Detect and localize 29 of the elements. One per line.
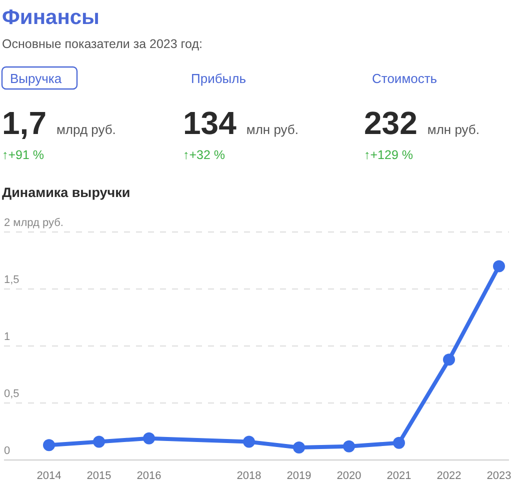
x-tick-label: 2022 bbox=[436, 470, 462, 482]
text: 134 bbox=[183, 105, 237, 141]
x-tick-label: 2023 bbox=[486, 470, 512, 482]
x-tick-label: 2019 bbox=[286, 470, 312, 482]
x-tick-label: 2016 bbox=[136, 470, 162, 482]
x-tick-label: 2018 bbox=[236, 470, 262, 482]
y-tick-label: 1,5 bbox=[4, 274, 20, 286]
x-tick-label: 2021 bbox=[386, 470, 412, 482]
text: Финансы bbox=[2, 6, 100, 29]
text: ↑+32 % bbox=[183, 148, 226, 162]
text: 1,7 bbox=[2, 105, 46, 141]
text: млн руб. bbox=[246, 122, 298, 137]
text: Стоимость bbox=[372, 71, 438, 86]
text: млрд руб. bbox=[56, 122, 116, 137]
y-tick-label: 0 bbox=[4, 445, 10, 457]
x-tick-label: 2014 bbox=[36, 470, 62, 482]
text: Прибыль bbox=[191, 71, 246, 86]
text: ↑+129 % bbox=[364, 148, 413, 162]
y-tick-label: 1 bbox=[4, 331, 10, 343]
chart-title: Динамика выручки bbox=[2, 185, 130, 200]
text: Основные показатели за 2023 год: bbox=[2, 37, 203, 51]
text: ↑+91 % bbox=[2, 148, 44, 162]
text: Выручка bbox=[10, 71, 62, 86]
text: 232 bbox=[364, 105, 418, 141]
y-tick-label: 2 млрд руб. bbox=[4, 217, 64, 229]
x-tick-label: 2015 bbox=[86, 470, 112, 482]
y-tick-label: 0,5 bbox=[4, 388, 20, 400]
x-tick-label: 2020 bbox=[336, 470, 362, 482]
text: млн руб. bbox=[427, 122, 480, 137]
